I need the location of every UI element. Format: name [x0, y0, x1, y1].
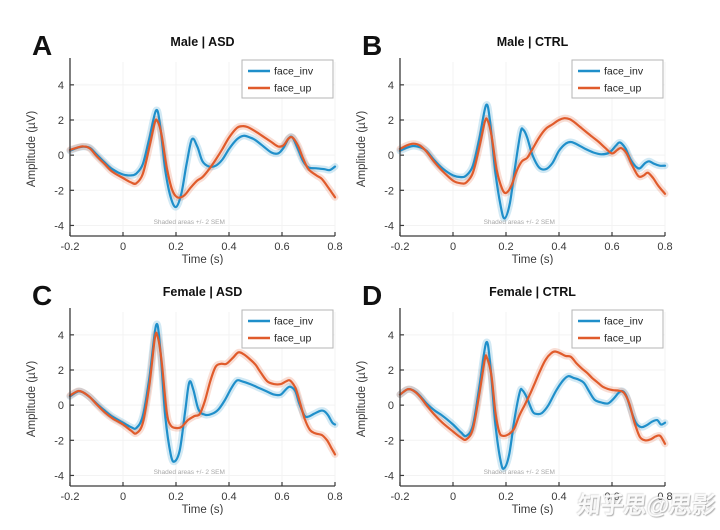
legend-label-face_up: face_up	[604, 83, 642, 95]
sem-note: Shaded areas +/- 2 SEM	[484, 219, 555, 226]
x-tick-label: 0.8	[657, 241, 672, 253]
x-tick-label: 0.2	[498, 241, 513, 253]
panel-title: Male | CTRL	[497, 35, 569, 49]
x-tick-label: 0.8	[327, 491, 342, 503]
y-axis-label: Amplitude (µV)	[26, 361, 38, 437]
y-tick-label: 2	[388, 115, 394, 127]
legend: face_inv face_up	[571, 59, 664, 99]
panel-title: Male | ASD	[170, 35, 234, 49]
legend-box	[241, 59, 334, 99]
x-tick-label: 0.8	[327, 241, 342, 253]
legend-label-face_inv: face_inv	[274, 66, 314, 78]
legend: face_inv face_up	[241, 309, 334, 349]
x-axis-label: Time (s)	[512, 254, 554, 265]
y-tick-label: -4	[384, 470, 394, 482]
sem-note: Shaded areas +/- 2 SEM	[484, 469, 555, 476]
legend-label-face_up: face_up	[274, 333, 312, 345]
x-tick-label: 0	[450, 241, 456, 253]
legend-label-face_inv: face_inv	[604, 316, 644, 328]
x-tick-label: 0.6	[274, 491, 289, 503]
y-tick-label: 0	[388, 150, 394, 162]
x-tick-label: 0.4	[551, 491, 566, 503]
x-tick-label: 0.6	[604, 241, 619, 253]
legend-label-face_up: face_up	[604, 333, 642, 345]
panel-letter: A	[32, 30, 52, 61]
y-tick-label: -2	[54, 435, 64, 447]
y-tick-label: 4	[58, 330, 64, 342]
legend-box	[241, 309, 334, 349]
x-tick-label: 0	[120, 491, 126, 503]
x-tick-label: -0.2	[391, 241, 410, 253]
sem-band-face_inv	[66, 106, 339, 211]
sem-note: Shaded areas +/- 2 SEM	[154, 469, 225, 476]
x-tick-label: -0.2	[391, 491, 410, 503]
legend-label-face_up: face_up	[274, 83, 312, 95]
panel-letter: D	[362, 280, 382, 311]
legend: face_inv face_up	[241, 59, 334, 99]
series-line-face_up	[398, 117, 667, 195]
x-axis-label: Time (s)	[182, 504, 224, 515]
y-tick-label: -4	[54, 220, 64, 232]
series-line-face_up	[68, 118, 337, 199]
sem-band-face_up	[396, 348, 669, 448]
x-axis-label: Time (s)	[182, 254, 224, 265]
legend-box	[571, 309, 664, 349]
y-tick-label: -2	[384, 435, 394, 447]
y-tick-label: -4	[384, 220, 394, 232]
y-tick-label: 0	[58, 400, 64, 412]
x-tick-label: 0.2	[498, 491, 513, 503]
x-tick-label: 0.6	[274, 241, 289, 253]
sem-band-face_inv	[396, 101, 669, 222]
x-tick-label: 0.2	[168, 241, 183, 253]
y-tick-label: 0	[388, 400, 394, 412]
x-tick-label: 0	[450, 491, 456, 503]
legend-label-face_inv: face_inv	[274, 316, 314, 328]
x-tick-label: 0.2	[168, 491, 183, 503]
y-axis-label: Amplitude (µV)	[26, 111, 38, 187]
y-tick-label: 2	[388, 365, 394, 377]
panel-title: Female | ASD	[163, 285, 242, 299]
y-axis-label: Amplitude (µV)	[356, 361, 368, 437]
panel-plot: -0.2 0 0.2 0.4 0.6 0.8 -4 -2 0 2 4 Time (s) Amplitud…	[356, 30, 673, 265]
y-tick-label: -4	[54, 470, 64, 482]
series-line-face_up	[68, 331, 337, 456]
legend: face_inv face_up	[571, 309, 664, 349]
y-tick-label: 0	[58, 150, 64, 162]
y-tick-label: -2	[54, 185, 64, 197]
legend-box	[571, 59, 664, 99]
y-tick-label: -2	[384, 185, 394, 197]
panel-letter: B	[362, 30, 382, 61]
panel-plot: -0.2 0 0.2 0.4 0.6 0.8 -4 -2 0 2 4 Time (s) Amplitud…	[26, 280, 343, 515]
x-tick-label: 0.4	[551, 241, 566, 253]
panel-plot: -0.2 0 0.2 0.4 0.6 0.8 -4 -2 0 2 4 Time (s) Amplitud…	[26, 30, 343, 265]
x-tick-label: 0.4	[221, 491, 236, 503]
x-tick-label: 0.8	[657, 491, 672, 503]
x-tick-label: -0.2	[61, 241, 80, 253]
y-tick-label: 2	[58, 365, 64, 377]
y-tick-label: 4	[388, 330, 394, 342]
y-axis-label: Amplitude (µV)	[356, 111, 368, 187]
x-axis-label: Time (s)	[512, 504, 554, 515]
zhihu-watermark: 知乎思@思影	[576, 492, 717, 518]
panel-b: -0.2 0 0.2 0.4 0.6 0.8 -4 -2 0 2 4 Time (s) Amplitud…	[335, 15, 695, 265]
panel-title: Female | CTRL	[489, 285, 576, 299]
panel-c: -0.2 0 0.2 0.4 0.6 0.8 -4 -2 0 2 4 Time (s) Amplitud…	[5, 265, 365, 515]
panel-letter: C	[32, 280, 52, 311]
panel-plot: -0.2 0 0.2 0.4 0.6 0.8 -4 -2 0 2 4 Time (s) Amplitud…	[356, 280, 673, 515]
x-tick-label: -0.2	[61, 491, 80, 503]
x-tick-label: 0	[120, 241, 126, 253]
y-tick-label: 4	[388, 80, 394, 92]
x-tick-label: 0.4	[221, 241, 236, 253]
x-tick-label: 0.6	[604, 491, 619, 503]
sem-note: Shaded areas +/- 2 SEM	[154, 219, 225, 226]
y-tick-label: 2	[58, 115, 64, 127]
series-line-face_up	[398, 350, 667, 445]
panel-a: -0.2 0 0.2 0.4 0.6 0.8 -4 -2 0 2 4 Time (s) Amplitud…	[5, 15, 365, 265]
panel-d: -0.2 0 0.2 0.4 0.6 0.8 -4 -2 0 2 4 Time (s) Amplitud…	[335, 265, 695, 515]
y-tick-label: 4	[58, 80, 64, 92]
legend-label-face_inv: face_inv	[604, 66, 644, 78]
